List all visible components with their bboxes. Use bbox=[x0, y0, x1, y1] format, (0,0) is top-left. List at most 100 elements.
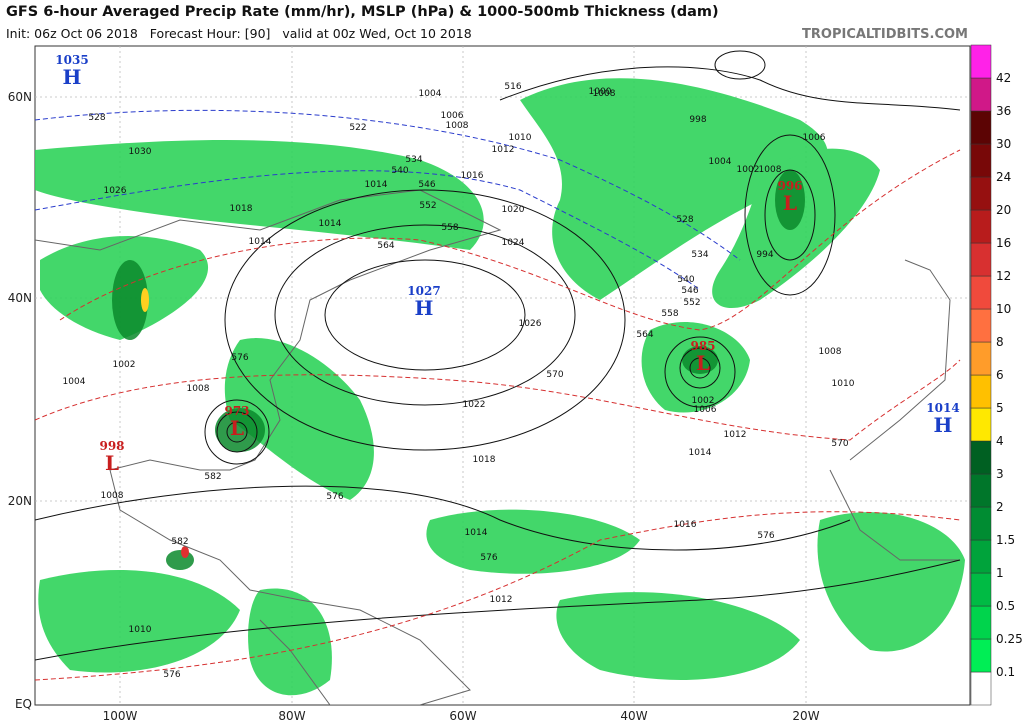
isobar-label: 1010 bbox=[129, 625, 152, 635]
thickness-label: 570 bbox=[546, 370, 563, 380]
colorbar-swatch bbox=[970, 77, 992, 112]
isobar-label: 1012 bbox=[490, 595, 513, 605]
isobar-label: 1012 bbox=[724, 430, 747, 440]
center-letter: H bbox=[934, 413, 953, 437]
isobar-label: 1004 bbox=[63, 377, 86, 387]
thickness-label: 576 bbox=[231, 353, 248, 363]
center-pressure: 996 bbox=[777, 179, 802, 193]
lon-label: 40W bbox=[620, 709, 647, 723]
isobar-label: 1000 bbox=[589, 87, 612, 97]
thickness-label: 582 bbox=[204, 472, 221, 482]
colorbar-swatch bbox=[970, 605, 992, 640]
colorbar-swatch bbox=[970, 539, 992, 574]
thickness-label: 582 bbox=[171, 537, 188, 547]
colorbar-label: 8 bbox=[996, 335, 1004, 349]
isobar-label: 1014 bbox=[249, 237, 272, 247]
isobar-label: 1008 bbox=[101, 491, 124, 501]
thickness-label: 546 bbox=[681, 286, 698, 296]
lon-label: 60W bbox=[449, 709, 476, 723]
isobar-label: 998 bbox=[689, 115, 706, 125]
isobar-label: 1014 bbox=[689, 448, 712, 458]
colorbar-label: 10 bbox=[996, 302, 1011, 316]
isobar-label: 1010 bbox=[509, 133, 532, 143]
thickness-label: 558 bbox=[441, 223, 458, 233]
colorbar-label: 0.25 bbox=[996, 632, 1023, 646]
colorbar-swatch bbox=[970, 440, 992, 475]
thickness-label: 552 bbox=[419, 201, 436, 211]
isobar-label: 1004 bbox=[709, 157, 732, 167]
thickness-label: 528 bbox=[88, 113, 105, 123]
subtitle: Init: 06z Oct 06 2018 Forecast Hour: [90… bbox=[6, 26, 472, 41]
isobar-label: 1004 bbox=[419, 89, 442, 99]
site: TROPICALTIDBITS.COM bbox=[802, 27, 968, 42]
colorbar-label: 30 bbox=[996, 137, 1011, 151]
colorbar-label: 12 bbox=[996, 269, 1011, 283]
lat-label: 60N bbox=[8, 90, 32, 104]
isobar-label: 1026 bbox=[104, 186, 127, 196]
isobar-label: 1008 bbox=[187, 384, 210, 394]
center-letter: H bbox=[415, 296, 434, 320]
isobar-label: 1010 bbox=[832, 379, 855, 389]
colorbar-swatch bbox=[970, 44, 992, 79]
thickness-label: 546 bbox=[418, 180, 435, 190]
thickness-label: 534 bbox=[691, 250, 708, 260]
colorbar-swatch bbox=[970, 176, 992, 211]
colorbar-swatch bbox=[970, 671, 992, 706]
thickness-label: 516 bbox=[504, 82, 521, 92]
center-letter: L bbox=[105, 451, 119, 475]
isobar-label: 1008 bbox=[759, 165, 782, 175]
colorbar-label: 6 bbox=[996, 368, 1004, 382]
colorbar-swatch bbox=[970, 473, 992, 508]
colorbar-label: 36 bbox=[996, 104, 1011, 118]
isobar-label: 1020 bbox=[502, 205, 525, 215]
isobar-label: 1016 bbox=[674, 520, 697, 530]
center-pressure: 998 bbox=[99, 439, 124, 453]
center-pressure: 1014 bbox=[926, 401, 959, 415]
isobar-label: 1014 bbox=[365, 180, 388, 190]
isobar-label: 1016 bbox=[461, 171, 484, 181]
lat-label: EQ bbox=[15, 697, 32, 711]
thickness-label: 564 bbox=[636, 330, 653, 340]
isobar-label: 1002 bbox=[692, 396, 715, 406]
isobar-label: 1008 bbox=[446, 121, 469, 131]
thickness-label: 558 bbox=[661, 309, 678, 319]
thickness-label: 522 bbox=[349, 123, 366, 133]
thickness-label: 552 bbox=[683, 298, 700, 308]
isobar-label: 1006 bbox=[803, 133, 826, 143]
title: GFS 6-hour Averaged Precip Rate (mm/hr),… bbox=[6, 4, 719, 20]
colorbar-label: 0.5 bbox=[996, 599, 1015, 613]
thickness-label: 564 bbox=[377, 241, 394, 251]
colorbar-label: 0.1 bbox=[996, 665, 1015, 679]
thickness-label: 534 bbox=[405, 155, 422, 165]
lat-label: 20N bbox=[8, 494, 32, 508]
thickness-label: 528 bbox=[676, 215, 693, 225]
colorbar-label: 42 bbox=[996, 71, 1011, 85]
colorbar: 0.1 0.25 0.5 1 1.5 2 3 4 5 6 8 10 12 16 20 24 30 36 42 bbox=[970, 44, 1023, 706]
thickness-label: 576 bbox=[480, 553, 497, 563]
isobar-label: 1014 bbox=[465, 528, 488, 538]
colorbar-swatch bbox=[970, 506, 992, 541]
isobar-label: 1008 bbox=[819, 347, 842, 357]
colorbar-swatch bbox=[970, 308, 992, 343]
colorbar-swatch bbox=[970, 275, 992, 310]
center-letter: L bbox=[783, 191, 797, 215]
map-frame: 1035H1027H973L998L996L985L1014H100410061… bbox=[34, 45, 971, 706]
colorbar-label: 4 bbox=[996, 434, 1004, 448]
center-pressure: 973 bbox=[224, 404, 249, 418]
colorbar-label: 24 bbox=[996, 170, 1011, 184]
isobar-label: 1018 bbox=[230, 204, 253, 214]
colorbar-label: 1 bbox=[996, 566, 1004, 580]
colorbar-label: 5 bbox=[996, 401, 1004, 415]
isobar-label: 1018 bbox=[473, 455, 496, 465]
thickness-label: 540 bbox=[677, 275, 694, 285]
colorbar-label: 3 bbox=[996, 467, 1004, 481]
colorbar-swatch bbox=[970, 143, 992, 178]
isobar-label: 1030 bbox=[129, 147, 152, 157]
isobar-label: 1002 bbox=[737, 165, 760, 175]
center-letter: L bbox=[696, 351, 710, 375]
center-letter: H bbox=[63, 65, 82, 89]
colorbar-swatch bbox=[970, 110, 992, 145]
colorbar-label: 16 bbox=[996, 236, 1011, 250]
isobar-label: 1024 bbox=[502, 238, 525, 248]
